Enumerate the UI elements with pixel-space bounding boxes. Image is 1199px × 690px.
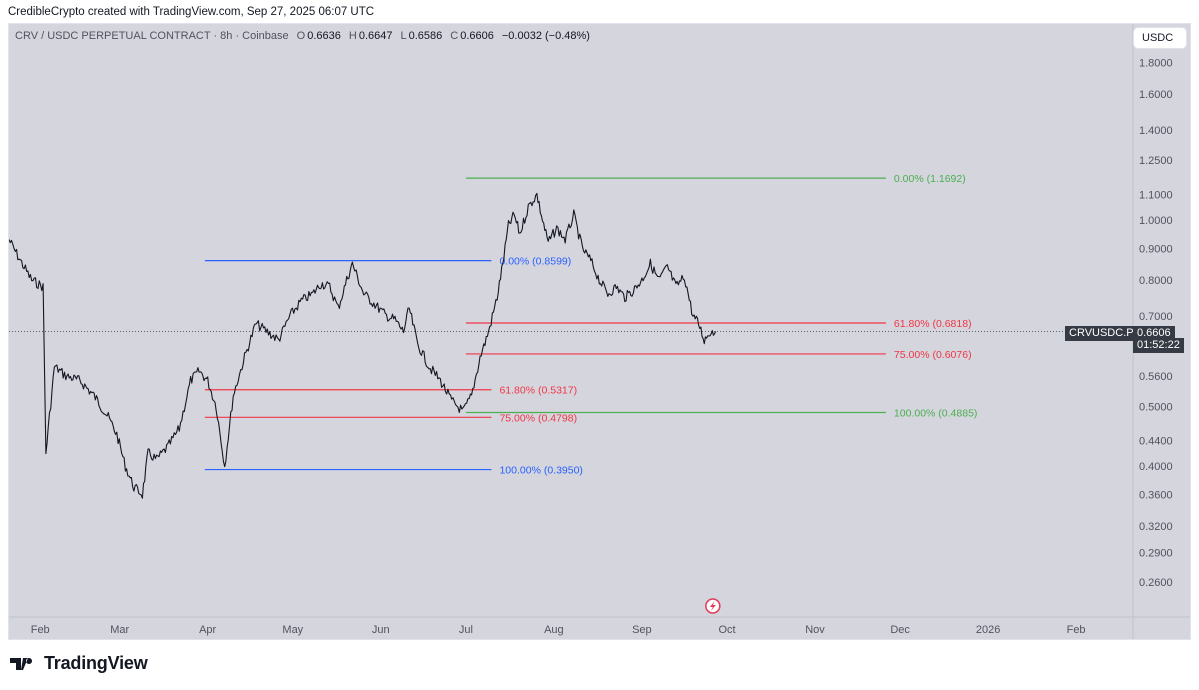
tradingview-brand: TradingView — [44, 653, 148, 673]
price-chart[interactable]: 1.8000 1.6000 1.4000 1.2500 1.1000 1.0000 0.90… — [9, 24, 1191, 640]
time-axis-tick: Feb — [1067, 624, 1086, 636]
time-axis-tick: May — [282, 624, 303, 636]
time-axis-tick: Jun — [372, 624, 390, 636]
price-axis-tick: 0.9000 — [1139, 243, 1173, 255]
price-axis-tick: 0.4400 — [1139, 436, 1173, 448]
price-axis-tick: 0.5600 — [1139, 371, 1173, 383]
price-axis-tick: 1.1000 — [1139, 190, 1173, 202]
legend-high-label: H — [348, 30, 357, 42]
price-axis-tick: 1.6000 — [1139, 89, 1173, 101]
event-marker-bolt — [709, 601, 716, 611]
symbol-legend: CRV / USDC PERPETUAL CONTRACT · 8h · Coi… — [15, 30, 596, 42]
fib-level-label: 75.00% (0.4798) — [499, 412, 577, 424]
currency-button[interactable]: USDC — [1134, 28, 1186, 48]
price-axis-tick: 0.4000 — [1139, 461, 1173, 473]
legend-change: −0.0032 (−0.48%) — [501, 30, 590, 42]
price-axis-tick: 1.4000 — [1139, 125, 1173, 137]
legend-open: 0.6636 — [307, 30, 341, 42]
price-axis-tick: 0.3600 — [1139, 489, 1173, 501]
time-axis-tick: Mar — [110, 624, 129, 636]
legend-high: 0.6647 — [358, 30, 393, 42]
countdown-tag: 01:52:22 — [1133, 338, 1184, 353]
fib-level-label: 75.00% (0.6076) — [894, 349, 972, 361]
legend-low-label: L — [400, 30, 407, 42]
legend-low: 0.6586 — [408, 30, 443, 42]
time-axis-tick: Jul — [459, 624, 473, 636]
price-axis-tick: 1.8000 — [1139, 57, 1173, 69]
price-axis-tick: 0.8000 — [1139, 275, 1173, 287]
last-price-tag: 0.6606 — [1133, 326, 1175, 341]
price-axis-tick: 1.2500 — [1139, 155, 1173, 167]
time-axis-tick: Aug — [544, 624, 564, 636]
time-axis-tick: Nov — [805, 624, 825, 636]
tradingview-logo[interactable]: TradingView — [10, 653, 148, 674]
legend-open-label: O — [296, 30, 306, 42]
fib-level-label: 61.80% (0.5317) — [499, 385, 577, 397]
price-axis-tick: 1.0000 — [1139, 215, 1173, 227]
fib-level-label: 100.00% (0.4885) — [894, 408, 977, 420]
price-axis-tick: 0.2600 — [1139, 577, 1173, 589]
price-axis-tick: 0.2900 — [1139, 548, 1173, 560]
time-axis-tick: Oct — [718, 624, 735, 636]
time-axis-tick: Feb — [31, 624, 50, 636]
time-axis-tick: Sep — [632, 624, 652, 636]
legend-close-label: C — [450, 30, 459, 42]
chart-attribution: CredibleCrypto created with TradingView.… — [8, 6, 375, 18]
price-axis-tick: 0.3200 — [1139, 521, 1173, 533]
chart-area[interactable]: 1.8000 1.6000 1.4000 1.2500 1.1000 1.0000 0.90… — [8, 23, 1191, 640]
time-axis-tick: Apr — [199, 624, 216, 636]
fib-level-label: 100.00% (0.3950) — [499, 465, 582, 477]
price-series-line — [9, 192, 717, 499]
price-axis-tick: 0.5000 — [1139, 401, 1173, 413]
tradingview-logo-icon — [10, 657, 33, 670]
price-axis-tick: 0.7000 — [1139, 311, 1173, 323]
fib-level-label: 61.80% (0.6818) — [894, 318, 972, 330]
symbol-price-tag: CRVUSDC.P — [1065, 326, 1138, 341]
legend-symbol[interactable]: CRV / USDC PERPETUAL CONTRACT · 8h · Coi… — [15, 30, 289, 42]
fib-level-label: 0.00% (0.8599) — [499, 256, 571, 268]
time-axis-tick: 2026 — [976, 624, 1000, 636]
time-axis-tick: Dec — [890, 624, 910, 636]
fib-level-label: 0.00% (1.1692) — [894, 173, 966, 185]
legend-close: 0.6606 — [460, 30, 494, 42]
